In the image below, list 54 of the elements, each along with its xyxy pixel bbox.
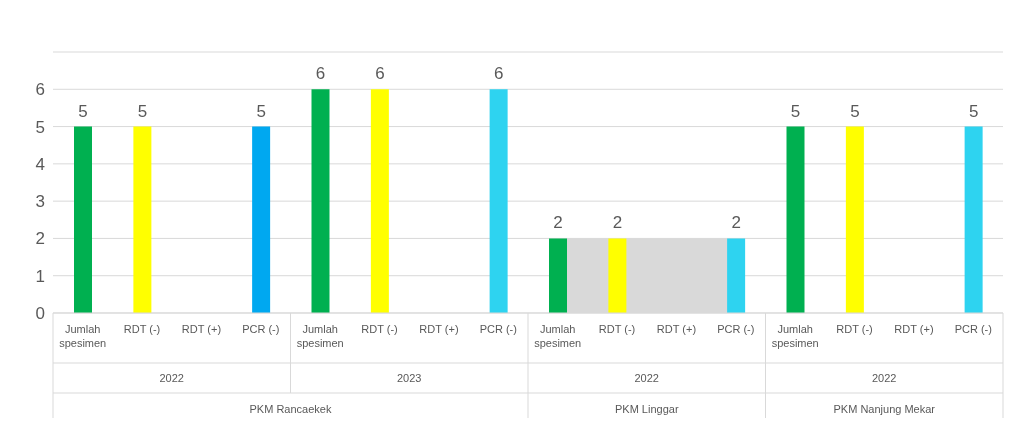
text: PKM Nanjung Mekar — [833, 403, 936, 415]
bar — [133, 126, 152, 313]
text: 2022 — [159, 372, 184, 384]
bar — [964, 126, 983, 313]
text: 2022 — [872, 372, 897, 384]
bar — [549, 238, 567, 313]
bar — [489, 89, 508, 313]
text: PKM Rancaekek — [249, 403, 332, 415]
y-tick-label: 2 — [35, 229, 45, 249]
x-tick-label: RDT (-) — [836, 323, 873, 335]
bar — [311, 89, 330, 313]
x-tick-label: PCR (-) — [242, 323, 280, 335]
bar — [845, 126, 864, 313]
bar — [370, 89, 389, 313]
x-tick-label: RDT (-) — [598, 323, 636, 335]
bar — [786, 126, 805, 313]
x-tick-label: RDT (-) — [361, 323, 398, 335]
y-tick-label: 5 — [35, 117, 45, 137]
x-tick-label: PCR (-) — [479, 323, 517, 335]
y-tick-label: 3 — [35, 192, 45, 212]
text: PKM Linggar — [614, 403, 679, 415]
x-tick-label: RDT (+) — [656, 323, 697, 335]
x-tick-label: PCR (-) — [717, 323, 755, 335]
data-label: 5 — [968, 101, 979, 121]
bar — [74, 126, 92, 313]
data-label: 5 — [256, 101, 266, 121]
data-label: 6 — [375, 64, 385, 84]
text: 2023 — [397, 372, 422, 384]
bar — [608, 238, 627, 313]
x-tick-label: RDT (-) — [123, 323, 161, 335]
data-label: 5 — [850, 101, 860, 121]
data-label: 5 — [78, 101, 88, 121]
x-tick-label: Jumlah spesimen — [296, 323, 344, 349]
x-tick-label: RDT (+) — [181, 323, 222, 335]
x-tick-label: Jumlah spesimen — [534, 323, 582, 349]
x-tick-label: RDT (+) — [419, 323, 459, 335]
x-tick-label: Jumlah spesimen — [59, 323, 107, 349]
data-label: 2 — [731, 213, 741, 233]
data-label: 5 — [790, 101, 801, 121]
x-tick-label: PCR (-) — [954, 323, 992, 335]
data-label: 5 — [137, 101, 148, 121]
data-label: 2 — [553, 213, 563, 233]
data-label: 6 — [315, 64, 326, 84]
data-label: 6 — [493, 64, 504, 84]
y-tick-label: 1 — [35, 266, 45, 286]
data-label: 2 — [612, 213, 623, 233]
y-tick-label: 6 — [35, 80, 45, 100]
x-tick-label: RDT (+) — [894, 323, 934, 335]
y-tick-label: 0 — [35, 304, 45, 324]
y-tick-label: 4 — [35, 154, 45, 174]
x-tick-label: Jumlah spesimen — [771, 323, 819, 349]
bar — [727, 238, 746, 313]
bar — [252, 126, 271, 313]
text: 2022 — [634, 372, 659, 384]
